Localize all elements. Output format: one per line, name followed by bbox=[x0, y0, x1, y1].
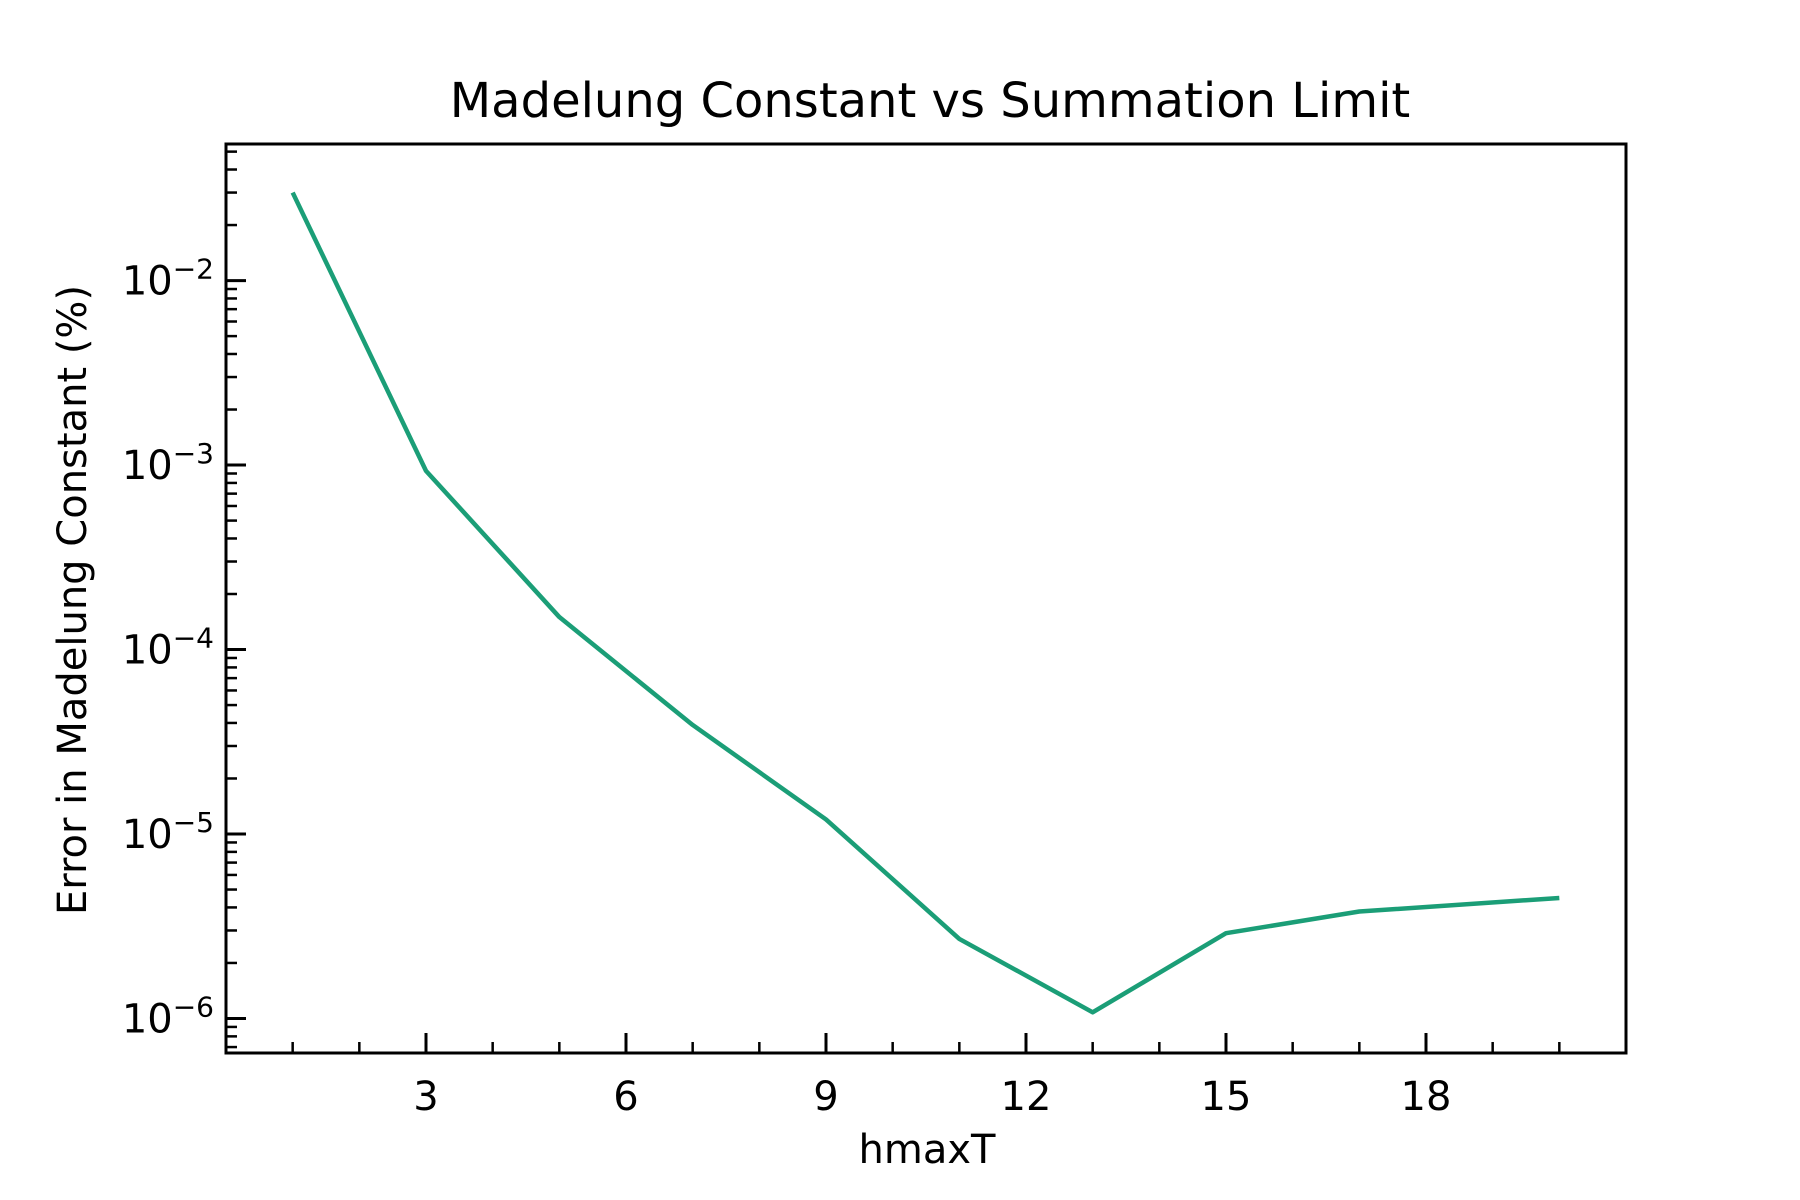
x-axis-label: hmaxT bbox=[859, 1127, 997, 1173]
y-tick-label: 10−6 bbox=[122, 990, 214, 1042]
x-tick-label: 9 bbox=[813, 1074, 838, 1120]
x-tick-label: 18 bbox=[1401, 1074, 1452, 1120]
x-tick-label: 6 bbox=[613, 1074, 638, 1120]
y-axis-label: Error in Madelung Constant (%) bbox=[50, 285, 96, 915]
axes-frame bbox=[224, 142, 1628, 1055]
x-tick-label: 15 bbox=[1201, 1074, 1252, 1120]
x-tick-label: 12 bbox=[1001, 1074, 1052, 1120]
series-line-0 bbox=[290, 191, 1560, 1015]
y-tick-label: 10−5 bbox=[122, 806, 214, 858]
plot-area: 3 6 9 12 15 18 10−6 10−5 10−4 10−3 10−2 bbox=[122, 142, 1628, 1120]
x-tick-label: 3 bbox=[413, 1074, 438, 1120]
y-tick-label: 10−4 bbox=[122, 622, 214, 674]
chart-title: Madelung Constant vs Summation Limit bbox=[450, 73, 1410, 129]
y-tick-label: 10−3 bbox=[122, 437, 214, 489]
y-tick-label: 10−2 bbox=[122, 253, 214, 305]
